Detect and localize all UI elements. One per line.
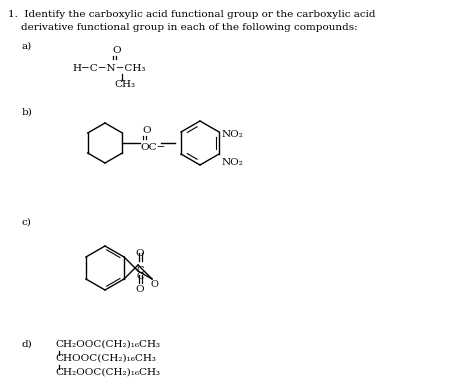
Text: C: C — [136, 272, 144, 281]
Text: a): a) — [22, 42, 32, 51]
Text: d): d) — [22, 340, 33, 349]
Text: CHOOC(CH₂)₁₆CH₃: CHOOC(CH₂)₁₆CH₃ — [55, 354, 156, 363]
Text: 1.  Identify the carboxylic acid functional group or the carboxylic acid: 1. Identify the carboxylic acid function… — [8, 10, 375, 19]
Text: OC−: OC− — [140, 143, 165, 152]
Text: CH₂OOC(CH₂)₁₆CH₃: CH₂OOC(CH₂)₁₆CH₃ — [55, 368, 160, 377]
Text: O: O — [142, 126, 151, 135]
Text: O: O — [150, 280, 158, 289]
Text: NO₂: NO₂ — [221, 158, 243, 167]
Text: H−C−N−CH₃: H−C−N−CH₃ — [72, 64, 146, 73]
Text: CH₂OOC(CH₂)₁₆CH₃: CH₂OOC(CH₂)₁₆CH₃ — [55, 340, 160, 349]
Text: NO₂: NO₂ — [221, 130, 243, 139]
Text: derivative functional group in each of the following compounds:: derivative functional group in each of t… — [8, 23, 357, 32]
Text: c): c) — [22, 218, 32, 227]
Text: C: C — [136, 266, 144, 275]
Text: O: O — [135, 249, 144, 258]
Text: O: O — [135, 285, 144, 294]
Text: b): b) — [22, 108, 33, 117]
Text: O: O — [112, 46, 120, 55]
Text: CH₃: CH₃ — [114, 80, 135, 89]
